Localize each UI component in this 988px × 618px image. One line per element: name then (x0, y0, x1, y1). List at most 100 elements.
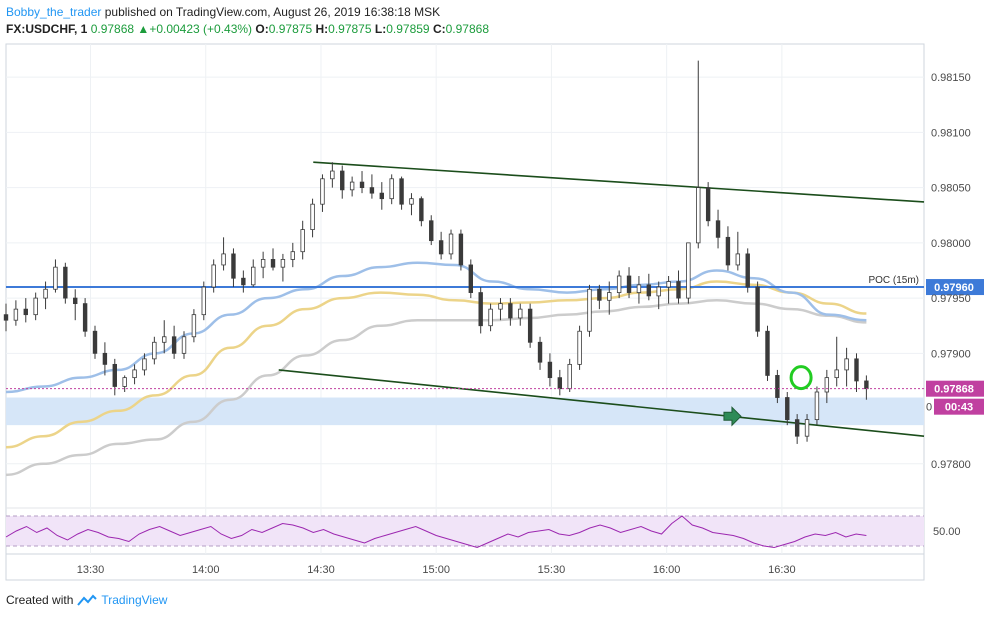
countdown-label: 00:43 (945, 402, 973, 414)
candle-body (458, 233, 464, 266)
up-arrow-icon: ▲ (137, 22, 150, 36)
time-tick-label: 15:30 (538, 564, 566, 576)
candles (3, 60, 869, 444)
candle-body (13, 308, 19, 321)
candle-body (656, 286, 661, 297)
candle-body (557, 377, 563, 390)
candle-body (162, 336, 167, 343)
candle-body (320, 178, 325, 205)
poc-line: POC (15m) 0.97960 (6, 275, 984, 296)
publish-line: Bobby_the_trader published on TradingVie… (6, 4, 489, 21)
candle-body (171, 336, 177, 354)
candle-body (438, 240, 444, 255)
poc-price-tag (926, 279, 984, 296)
time-tick-label: 15:00 (422, 564, 450, 576)
candle-body (112, 363, 117, 387)
candle-body (92, 330, 98, 354)
low-value: 0.97859 (386, 22, 430, 36)
candle-body (498, 303, 503, 310)
price-tick-label: 0.98100 (931, 127, 971, 139)
candle-body (389, 178, 394, 200)
close-label: C: (432, 22, 446, 36)
candle-body (290, 251, 295, 260)
candle-body (241, 277, 246, 286)
candle-body (468, 264, 474, 293)
candle-body (666, 281, 671, 288)
candle-body (646, 284, 652, 297)
candle-body (181, 336, 187, 354)
annotations (723, 365, 813, 427)
open-label: O: (255, 22, 269, 36)
candle-body (854, 358, 859, 382)
candle-body (63, 266, 68, 299)
poc-label: POC (15m) (868, 275, 919, 286)
candle-body (82, 303, 88, 332)
published-text: published on TradingView.com, August 26,… (101, 5, 441, 19)
close-value: 0.97868 (445, 22, 490, 36)
time-tick-label: 16:00 (653, 564, 681, 576)
candle-body (508, 303, 513, 319)
candle-body (211, 264, 216, 288)
current-price-line: 0.97868 00:43 0 (6, 380, 984, 415)
candle-body (715, 220, 721, 238)
candle-body (814, 391, 820, 421)
quote-line: FX:USDCHF, 1 0.97868 ▲+0.00423 (+0.43%) … (6, 21, 489, 38)
candle-body (537, 341, 543, 363)
candle-body (359, 181, 365, 189)
candle-body (409, 198, 414, 205)
countdown-prefix-label: 0 (926, 402, 932, 414)
candle-body (775, 375, 780, 398)
candle-body (844, 358, 849, 371)
poc-price-label: 0.97960 (934, 282, 974, 294)
candle-body (547, 361, 553, 379)
ma-slow-line (5, 299, 867, 477)
channel-upper-line (313, 161, 925, 203)
candle-body (834, 369, 839, 379)
candle-body (636, 284, 642, 293)
tradingview-link[interactable]: TradingView (101, 593, 168, 607)
candle-body (577, 330, 582, 365)
candle-body (201, 286, 206, 316)
price-tick-label: 0.97800 (931, 459, 971, 471)
candle-body (152, 341, 157, 360)
open-value: 0.97875 (268, 22, 313, 36)
change-value: +0.00423 (+0.43%) (149, 22, 253, 36)
candle-body (270, 259, 276, 268)
candle-body (824, 377, 830, 393)
rsi-tick-label: 50.00 (933, 526, 961, 538)
price-tick-label: 0.98150 (931, 72, 971, 84)
candle-body (53, 266, 58, 290)
entry-circle-icon (789, 365, 813, 391)
candle-body (616, 275, 622, 293)
created-with-text: Created with (6, 593, 74, 607)
candle-body (725, 236, 731, 266)
candle-body (300, 229, 305, 253)
author-link[interactable]: Bobby_the_trader (6, 5, 102, 19)
time-tick-label: 14:00 (192, 564, 220, 576)
candle-body (231, 253, 236, 279)
candle-body (705, 187, 711, 222)
candle-body (142, 358, 147, 371)
candle-body (132, 369, 137, 379)
candle-body (518, 308, 523, 319)
plot-frame (5, 43, 925, 581)
price-axis[interactable]: 0.981500.981000.980500.980000.979500.979… (931, 72, 971, 471)
candle-body (379, 192, 385, 200)
candle-body (745, 253, 750, 288)
low-label: L: (374, 22, 387, 36)
buy-arrow-icon (723, 406, 742, 427)
candle-body (260, 259, 266, 268)
last-price: 0.97868 (90, 22, 135, 36)
candle-body (23, 308, 28, 316)
price-tick-label: 0.98050 (931, 183, 971, 195)
symbol-label: FX:USDCHF, 1 (6, 22, 88, 36)
candle-body (102, 352, 108, 365)
candle-body (686, 242, 691, 299)
candle-body (804, 419, 810, 437)
time-tick-label: 14:30 (307, 564, 335, 576)
rsi-band (6, 516, 924, 546)
candle-body (3, 314, 9, 321)
candle-body (122, 377, 127, 387)
time-axis[interactable]: 13:30 14:00 14:30 15:00 15:30 16:00 16:30 (77, 564, 796, 576)
candle-body (696, 187, 701, 244)
